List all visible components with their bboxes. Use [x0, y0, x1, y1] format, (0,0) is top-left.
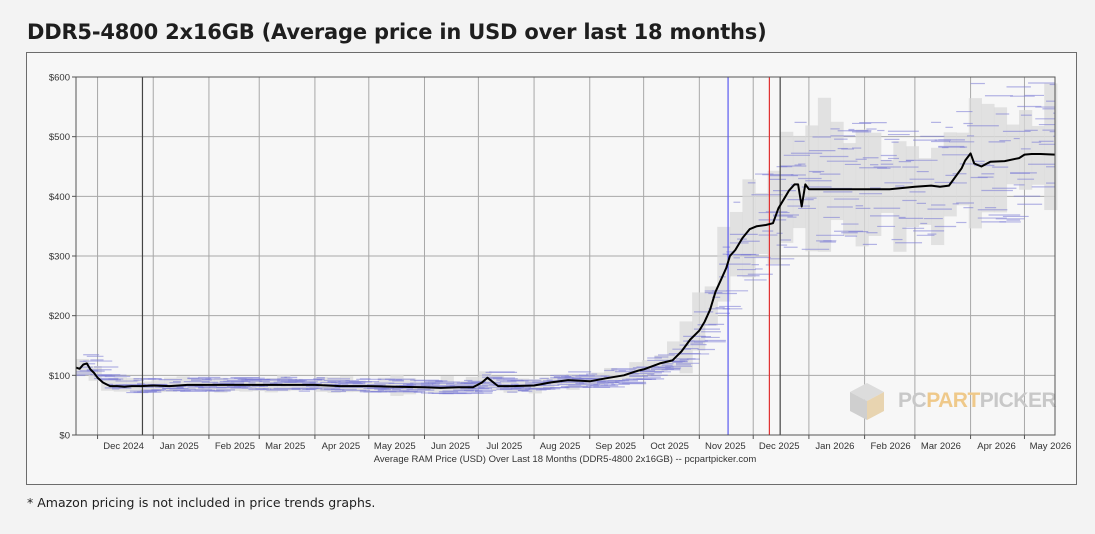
- chart-frame: PCPARTPICKER $0 $100 $200 $300 $400 $500 $600 …: [26, 52, 1077, 485]
- price-range-bands: [76, 83, 1058, 396]
- price-range-band: [742, 179, 756, 278]
- svg-text:PCPARTPICKER: PCPARTPICKER: [898, 389, 1056, 412]
- x-tick-label: Apr 2026: [977, 441, 1016, 452]
- price-range-band: [1044, 83, 1058, 211]
- price-range-band: [1006, 124, 1020, 185]
- x-tick-label: May 2025: [374, 441, 416, 452]
- y-tick-label: $0: [59, 431, 70, 442]
- x-tick-label: Jan 2025: [160, 441, 199, 452]
- price-range-band: [1031, 125, 1045, 185]
- x-tick-label: Dec 2024: [103, 441, 144, 452]
- pcpartpicker-watermark: PCPARTPICKER: [850, 383, 1057, 420]
- vertical-markers: [141, 77, 781, 435]
- x-tick-label: Dec 2025: [759, 441, 800, 452]
- x-tick-label: Feb 2026: [871, 441, 911, 452]
- price-range-band: [943, 132, 957, 217]
- y-tick-label: $400: [49, 192, 70, 203]
- price-range-band: [855, 129, 869, 247]
- x-tick-label: Oct 2025: [650, 441, 689, 452]
- average-price-path: [75, 152, 1056, 389]
- y-tick-label: $300: [49, 252, 70, 263]
- price-range-band: [1019, 110, 1033, 190]
- x-tick-label: Jun 2025: [431, 441, 470, 452]
- logo-pc: PC: [898, 389, 927, 412]
- x-tick-label: Mar 2026: [921, 441, 961, 452]
- logo-part: PART: [926, 389, 980, 412]
- price-range-band: [981, 103, 995, 213]
- price-range-band: [931, 147, 945, 246]
- price-range-band: [729, 211, 744, 277]
- price-range-band: [993, 107, 1008, 213]
- x-tick-label: Aug 2025: [540, 441, 581, 452]
- average-price-line: [75, 152, 1056, 389]
- x-tick-label: May 2026: [1030, 441, 1072, 452]
- price-range-band: [956, 132, 970, 206]
- y-tick-label: $600: [49, 73, 70, 84]
- x-tick-label: Mar 2025: [265, 441, 305, 452]
- x-tick-label: Feb 2025: [215, 441, 255, 452]
- y-axis-ticks: $0 $100 $200 $300 $400 $500 $600: [49, 73, 76, 442]
- price-range-band: [792, 135, 806, 229]
- x-tick-label: Jan 2026: [815, 441, 854, 452]
- x-tick-label: Apr 2025: [322, 441, 361, 452]
- price-range-band: [893, 141, 907, 252]
- x-tick-label: Jul 2025: [486, 441, 522, 452]
- retailer-price-lines: [76, 82, 1055, 395]
- price-range-band: [755, 193, 769, 255]
- page-title: DDR5-4800 2x16GB (Average price in USD o…: [27, 20, 767, 44]
- price-range-band: [868, 132, 882, 237]
- x-axis-label: Average RAM Price (USD) Over Last 18 Mon…: [374, 454, 757, 465]
- price-range-band: [817, 97, 832, 252]
- y-tick-label: $200: [49, 311, 70, 322]
- price-range-band: [679, 321, 693, 374]
- logo-picker: PICKER: [980, 389, 1057, 412]
- x-axis-ticks: Dec 2024 Jan 2025 Feb 2025 Mar 2025 Apr 2025…: [97, 435, 1072, 452]
- logo-cube-right: [867, 392, 884, 420]
- x-tick-label: Nov 2025: [705, 441, 746, 452]
- price-range-band: [604, 367, 618, 384]
- footnote: * Amazon pricing is not included in pric…: [27, 495, 376, 510]
- price-range-band: [880, 159, 894, 213]
- price-chart: PCPARTPICKER $0$100$200$300$400$500$600 …: [49, 73, 1072, 466]
- logo-cube-left: [850, 392, 867, 420]
- price-range-band: [830, 121, 844, 221]
- y-tick-label: $100: [49, 371, 70, 382]
- y-tick-label: $500: [49, 132, 70, 143]
- grid-lines: [76, 76, 1055, 436]
- x-tick-label: Sep 2025: [595, 441, 636, 452]
